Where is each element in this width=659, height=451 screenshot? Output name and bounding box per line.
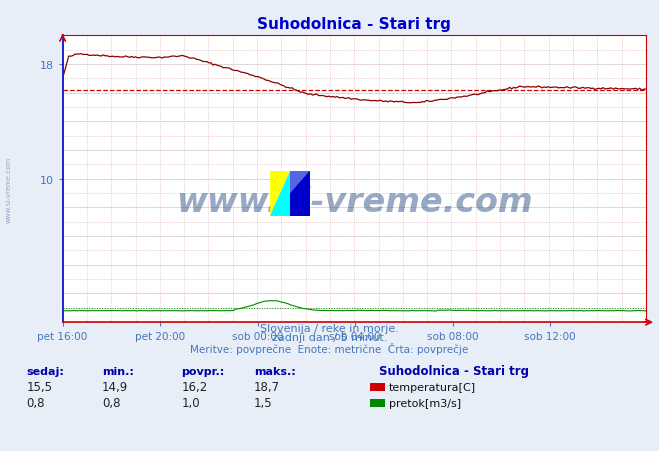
Text: povpr.:: povpr.: — [181, 366, 225, 376]
Text: 0,8: 0,8 — [26, 396, 45, 409]
Text: 15,5: 15,5 — [26, 380, 52, 393]
Text: pretok[m3/s]: pretok[m3/s] — [389, 398, 461, 408]
Text: 0,8: 0,8 — [102, 396, 121, 409]
Polygon shape — [290, 171, 310, 216]
Text: 1,5: 1,5 — [254, 396, 272, 409]
Polygon shape — [270, 171, 290, 216]
Text: www.si-vreme.com: www.si-vreme.com — [5, 156, 11, 222]
Polygon shape — [270, 171, 290, 216]
Text: 16,2: 16,2 — [181, 380, 208, 393]
Text: 1,0: 1,0 — [181, 396, 200, 409]
Text: Meritve: povprečne  Enote: metrične  Črta: povprečje: Meritve: povprečne Enote: metrične Črta:… — [190, 342, 469, 354]
Text: min.:: min.: — [102, 366, 134, 376]
Text: zadnji dan / 5 minut.: zadnji dan / 5 minut. — [272, 332, 387, 342]
Text: sedaj:: sedaj: — [26, 366, 64, 376]
Text: maks.:: maks.: — [254, 366, 295, 376]
Polygon shape — [290, 171, 310, 194]
Text: 18,7: 18,7 — [254, 380, 280, 393]
Text: www.si-vreme.com: www.si-vreme.com — [176, 186, 532, 219]
Text: 14,9: 14,9 — [102, 380, 129, 393]
Title: Suhodolnica - Stari trg: Suhodolnica - Stari trg — [257, 17, 451, 32]
Text: Suhodolnica - Stari trg: Suhodolnica - Stari trg — [379, 364, 529, 377]
Text: Slovenija / reke in morje.: Slovenija / reke in morje. — [260, 323, 399, 333]
Text: temperatura[C]: temperatura[C] — [389, 382, 476, 392]
